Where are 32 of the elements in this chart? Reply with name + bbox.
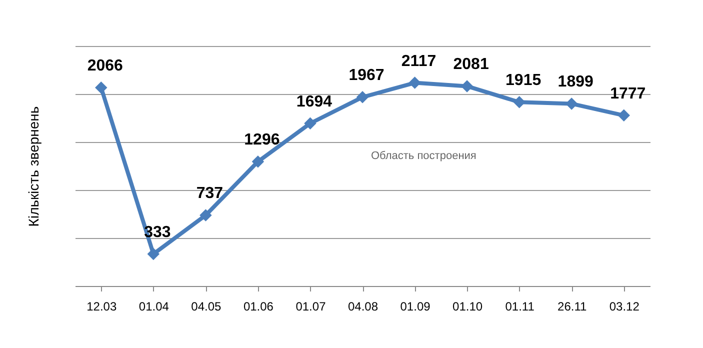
data-label: 2066	[87, 58, 124, 75]
annotation: Область построения	[371, 150, 476, 162]
x-tick-label: 01.11	[505, 300, 535, 314]
x-tick-label: 01.06	[243, 300, 274, 314]
data-label: 2117	[401, 52, 436, 70]
data-label: 737	[196, 185, 224, 202]
point	[408, 76, 421, 89]
x-tick-label: 01.10	[452, 300, 483, 314]
x-tick-label: 01.07	[296, 300, 326, 314]
x-tick-label: 26.11	[558, 300, 587, 314]
point	[95, 82, 108, 94]
point	[200, 209, 212, 222]
data-label: 1899	[558, 74, 594, 91]
x-tick-label: 12.03	[86, 300, 117, 314]
data-label: 1967	[348, 67, 384, 84]
data-label: 1694	[296, 93, 332, 110]
data-label: 2081	[453, 56, 489, 74]
x-tick-label: 04.05	[191, 300, 222, 314]
x-tick-label: 03.12	[609, 300, 640, 314]
y-axis-title: Кількість звернень	[26, 106, 42, 227]
x-tick-label: 01.04	[138, 300, 170, 314]
point	[147, 248, 160, 260]
x-tick-label: 01.09	[400, 300, 431, 314]
point	[304, 117, 316, 130]
point	[356, 91, 369, 104]
x-tick-label: 04.08	[348, 300, 378, 314]
point	[513, 96, 526, 108]
data-label: 1915	[506, 72, 542, 90]
point	[252, 155, 264, 168]
point	[618, 109, 630, 122]
data-label: 1777	[610, 85, 646, 102]
data-label: 1296	[244, 132, 280, 149]
